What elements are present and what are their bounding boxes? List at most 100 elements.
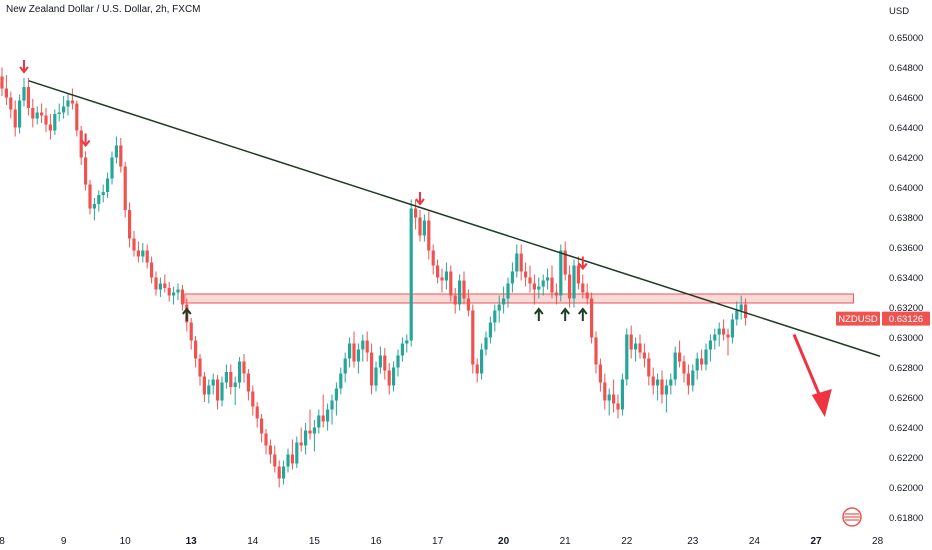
candle-body: [290, 454, 294, 464]
candle: [585, 283, 589, 305]
candle: [273, 445, 277, 473]
down-arrow-icon: [19, 60, 29, 74]
candle: [220, 376, 224, 407]
candle: [370, 343, 374, 395]
candle-body: [172, 292, 176, 296]
candle-body: [194, 340, 198, 359]
candle-body: [352, 343, 356, 362]
y-tick-label: 0.64200: [889, 153, 923, 164]
candle: [396, 349, 400, 377]
candle-body: [216, 379, 220, 401]
candle: [224, 364, 228, 389]
candle: [348, 337, 352, 368]
projection-shaft: [792, 333, 825, 404]
candle: [352, 331, 356, 368]
candle: [277, 460, 281, 488]
candle: [550, 265, 554, 299]
y-tick-label: 0.61800: [889, 513, 923, 524]
candle: [387, 363, 391, 395]
candle-body: [9, 97, 13, 110]
candle: [0, 67, 4, 96]
candle-body: [141, 250, 145, 257]
candle-body: [207, 385, 211, 395]
y-tick-label: 0.62200: [889, 453, 923, 464]
candle-body: [242, 361, 246, 374]
candle: [480, 343, 484, 380]
candle: [598, 358, 602, 392]
candle-body: [0, 76, 4, 89]
y-tick-label: 0.62400: [889, 423, 923, 434]
candle: [374, 361, 378, 392]
candle-body: [92, 204, 96, 209]
candle: [13, 100, 17, 137]
candle: [343, 352, 347, 383]
candle: [378, 346, 382, 374]
candle-body: [79, 130, 83, 158]
candle: [172, 286, 176, 305]
candle: [462, 271, 466, 305]
candle-body: [462, 280, 466, 299]
candle-body: [515, 253, 519, 272]
candle: [532, 274, 536, 305]
candle-body: [260, 418, 264, 434]
candle-body: [101, 192, 105, 195]
candle-body: [713, 334, 717, 341]
candle-body: [686, 373, 690, 386]
candle-body: [708, 340, 712, 350]
candle-body: [13, 109, 17, 128]
candle: [392, 361, 396, 392]
candle-body: [75, 103, 79, 131]
resistance-zone: [184, 293, 855, 304]
candle: [581, 274, 585, 299]
candle: [528, 265, 532, 293]
candle-body: [722, 328, 726, 335]
candle: [202, 372, 206, 402]
candle-body: [22, 87, 26, 101]
up-arrow-icon: [534, 307, 544, 321]
candle: [255, 402, 259, 428]
candle: [572, 259, 576, 308]
candle: [726, 328, 730, 356]
candle: [9, 91, 13, 119]
candle-body: [4, 88, 8, 98]
candle-body: [669, 379, 673, 386]
candle-body: [57, 112, 61, 114]
candle: [92, 198, 96, 221]
candle: [246, 369, 250, 401]
up-arrow-icon: [560, 307, 570, 321]
candle: [554, 283, 558, 305]
candle: [356, 343, 360, 374]
candle: [361, 334, 365, 362]
x-tick-label: 17: [432, 536, 444, 547]
candle-body: [616, 403, 620, 410]
candle: [207, 379, 211, 404]
candle-body: [642, 352, 646, 359]
candle-body: [704, 349, 708, 365]
y-tick-label: 0.63000: [889, 333, 923, 344]
candle: [524, 262, 528, 287]
candle-body: [238, 361, 242, 383]
candle-body: [202, 376, 206, 395]
candle-body: [638, 343, 642, 353]
candle: [642, 343, 646, 368]
y-tick-label: 0.62000: [889, 483, 923, 494]
candle: [128, 202, 132, 248]
up-arrow-icon: [578, 307, 588, 321]
candle: [493, 304, 497, 332]
candle: [409, 199, 413, 347]
candle: [620, 373, 624, 416]
candle: [330, 394, 334, 425]
candle-body: [427, 220, 431, 251]
y-tick-label: 0.64600: [889, 93, 923, 104]
candle-body: [559, 250, 563, 296]
candle-body: [717, 328, 721, 335]
candle: [150, 256, 154, 284]
arrow-head: [19, 66, 29, 74]
x-tick-label: 9: [61, 536, 67, 547]
candle-body: [44, 115, 48, 125]
candle-body: [299, 442, 303, 446]
candle: [647, 352, 651, 386]
y-axis-unit: USD: [889, 6, 909, 17]
candle: [616, 394, 620, 419]
